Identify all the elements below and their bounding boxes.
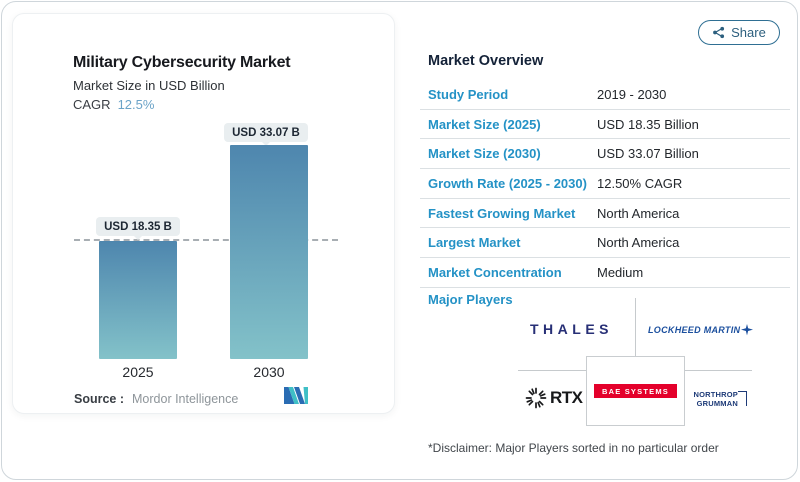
player-connector-right — [683, 370, 752, 371]
share-button-label: Share — [731, 25, 766, 40]
overview-table: Study Period 2019 - 2030 Market Size (20… — [420, 80, 790, 288]
bar-value-tooltip-2025: USD 18.35 B — [96, 217, 180, 236]
row-label: Largest Market — [428, 235, 521, 251]
bar-value-tooltip-2030: USD 33.07 B — [224, 123, 308, 142]
mordor-intelligence-logo-icon — [284, 387, 308, 404]
player-connector-vertical — [635, 298, 636, 356]
northrop-line1: NORTHROP — [693, 390, 738, 399]
row-value: USD 18.35 Billion — [597, 116, 699, 132]
northrop-grumman-logo: NORTHROP GRUMMAN — [688, 390, 747, 408]
table-row-largest-market: Largest Market North America — [420, 228, 790, 259]
chart-title: Military Cybersecurity Market — [73, 54, 291, 71]
row-label: Market Size (2025) — [428, 116, 541, 132]
market-overview-panel: Market Overview Study Period 2019 - 2030… — [412, 40, 790, 460]
row-value: USD 33.07 Billion — [597, 146, 699, 162]
table-row-market-size-2025: Market Size (2025) USD 18.35 Billion — [420, 110, 790, 140]
bar-2025[interactable] — [99, 241, 177, 359]
row-value: 12.50% CAGR — [597, 175, 683, 191]
source-row: Source : Mordor Intelligence — [74, 392, 238, 406]
thales-logo: THALES — [530, 321, 613, 337]
row-label: Fastest Growing Market — [428, 205, 576, 221]
cagr-value: 12.5% — [117, 97, 155, 112]
northrop-bracket-icon — [738, 391, 747, 406]
rtx-starburst-icon — [525, 387, 547, 409]
disclaimer-text: *Disclaimer: Major Players sorted in no … — [428, 441, 719, 455]
row-label: Study Period — [428, 86, 509, 102]
northrop-line2: GRUMMAN — [696, 399, 738, 408]
source-label: Source : — [74, 392, 125, 406]
row-label: Market Concentration — [428, 264, 562, 280]
rtx-label: RTX — [550, 388, 583, 407]
table-row-growth-rate: Growth Rate (2025 - 2030) 12.50% CAGR — [420, 169, 790, 199]
bar-2030[interactable] — [230, 145, 308, 359]
row-value: 2019 - 2030 — [597, 86, 667, 102]
rtx-logo: RTX — [525, 387, 583, 409]
share-icon — [713, 26, 725, 39]
overview-title: Market Overview — [428, 53, 544, 69]
cagr-label: CAGR — [73, 97, 111, 112]
lockheed-star-icon — [741, 324, 754, 336]
player-connector-left — [518, 370, 586, 371]
chart-subtitle: Market Size in USD Billion — [73, 78, 225, 93]
cagr-line: CAGR 12.5% — [73, 97, 154, 112]
bae-systems-logo: BAE SYSTEMS — [594, 384, 677, 398]
x-axis-label-2030: 2030 — [253, 364, 285, 380]
major-players-label: Major Players — [428, 292, 513, 307]
source-value: Mordor Intelligence — [132, 392, 239, 406]
table-row-study-period: Study Period 2019 - 2030 — [420, 80, 790, 110]
table-row-market-size-2030: Market Size (2030) USD 33.07 Billion — [420, 139, 790, 170]
x-axis-label-2025: 2025 — [122, 364, 154, 380]
reference-dashed-line — [74, 239, 338, 241]
market-chart-card: Military Cybersecurity Market Market Siz… — [12, 13, 395, 414]
lockheed-martin-logo: LOCKHEED MARTIN — [648, 324, 754, 336]
share-button[interactable]: Share — [698, 20, 780, 45]
row-value: North America — [597, 205, 680, 221]
table-row-fastest-growing-market: Fastest Growing Market North America — [420, 199, 790, 229]
row-value: Medium — [597, 264, 644, 280]
table-row-market-concentration: Market Concentration Medium — [420, 258, 790, 288]
row-label: Growth Rate (2025 - 2030) — [428, 175, 587, 191]
lockheed-martin-label: LOCKHEED MARTIN — [648, 325, 741, 335]
row-label: Market Size (2030) — [428, 146, 541, 162]
bae-systems-logo-box: BAE SYSTEMS — [586, 356, 685, 426]
row-value: North America — [597, 235, 680, 251]
